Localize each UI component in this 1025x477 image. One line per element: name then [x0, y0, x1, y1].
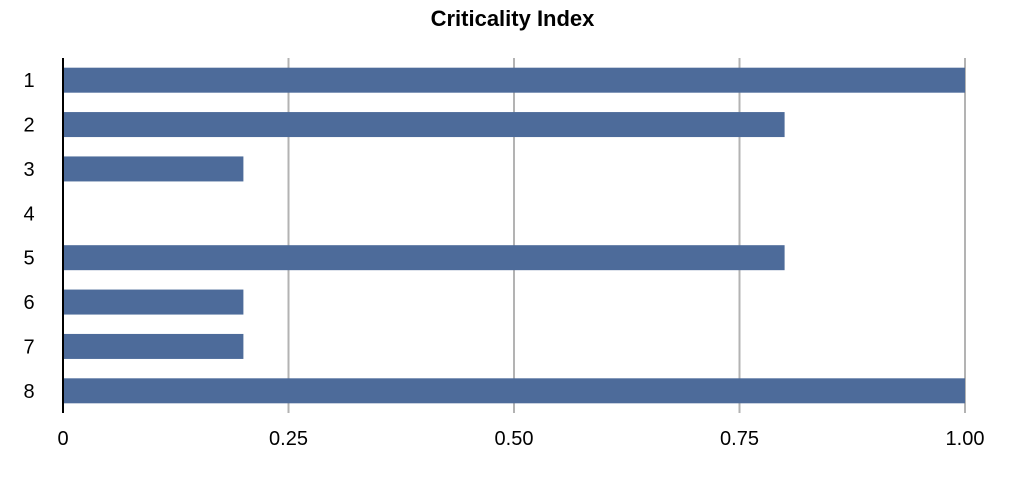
y-tick-label-6: 6 — [23, 292, 34, 314]
y-tick-label-1: 1 — [23, 70, 34, 92]
y-tick-label-8: 8 — [23, 381, 34, 403]
bars — [63, 67, 965, 404]
x-tick-label-0: 0 — [57, 428, 68, 450]
bar-7 — [63, 333, 244, 359]
bar-3 — [63, 156, 244, 182]
bar-2 — [63, 112, 785, 138]
x-tick-label-1: 0.25 — [269, 428, 308, 450]
y-tick-label-2: 2 — [23, 115, 34, 137]
x-tick-label-4: 1.00 — [946, 428, 985, 450]
grid-lines — [287, 58, 966, 413]
y-tick-label-7: 7 — [23, 336, 34, 358]
x-tick-label-2: 0.50 — [495, 428, 534, 450]
y-tick-label-3: 3 — [23, 159, 34, 181]
bar-5 — [63, 245, 785, 271]
y-tick-label-5: 5 — [23, 248, 34, 270]
x-tick-label-3: 0.75 — [720, 428, 759, 450]
tick-labels: 1 2 3 4 5 6 7 8 0 0.25 0.50 0.75 1.00 — [23, 70, 984, 450]
bar-8 — [63, 378, 965, 404]
y-tick-label-4: 4 — [23, 203, 34, 225]
bar-6 — [63, 289, 244, 315]
bar-1 — [63, 67, 965, 93]
chart-title: Criticality Index — [430, 6, 595, 31]
